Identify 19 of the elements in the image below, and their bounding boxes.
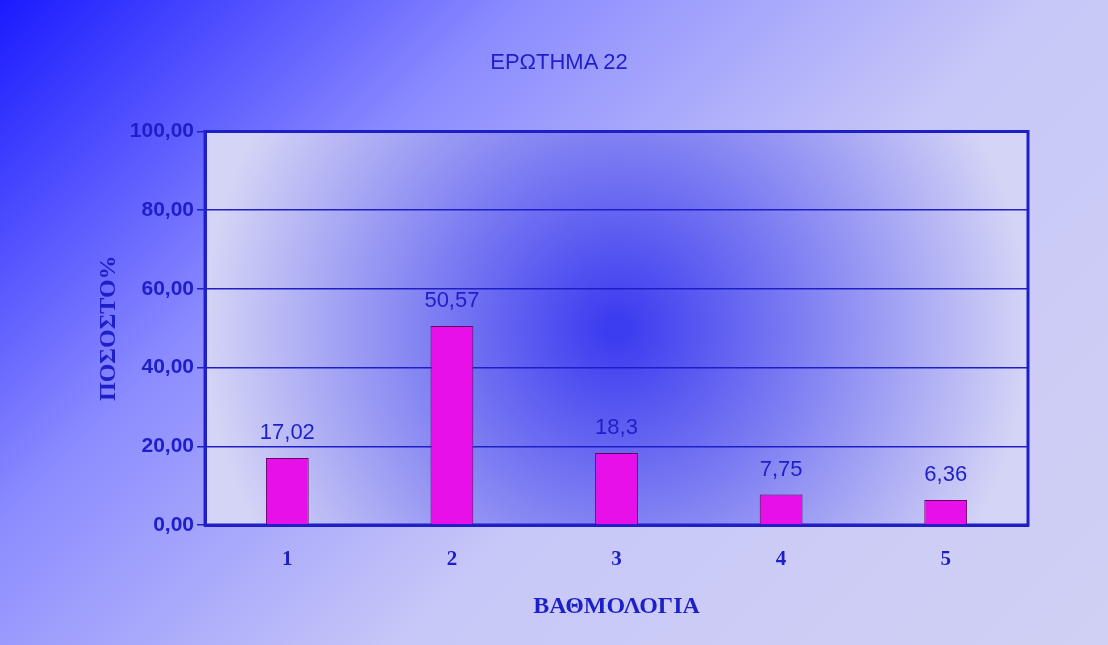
x-tick-label: 4 xyxy=(775,546,787,571)
data-label: 18,3 xyxy=(595,414,638,440)
chart-title: ΕΡΩΤΗΜΑ 22 xyxy=(490,49,628,75)
y-tick-label: 40,00 xyxy=(141,354,195,378)
data-label: 7,75 xyxy=(759,455,803,481)
y-tick-label: 60,00 xyxy=(141,275,195,299)
data-label: 50,57 xyxy=(424,287,480,313)
data-label: 17,02 xyxy=(259,419,315,445)
y-tick-label: 0,00 xyxy=(153,511,195,535)
data-label: 6,36 xyxy=(924,461,968,487)
x-tick-label: 5 xyxy=(940,546,951,571)
y-tick-label: 80,00 xyxy=(141,196,195,220)
y-tick-label: 100,00 xyxy=(129,118,195,142)
x-tick-label: 2 xyxy=(446,546,458,571)
x-tick-label: 3 xyxy=(611,546,622,571)
y-tick-label: 20,00 xyxy=(141,433,195,457)
x-axis-title: ΒΑΘΜΟΛΟΓΙΑ xyxy=(533,591,701,618)
y-axis-title: ΠΟΣΟΣΤΟ% xyxy=(93,255,120,402)
x-tick-label: 1 xyxy=(282,546,293,571)
